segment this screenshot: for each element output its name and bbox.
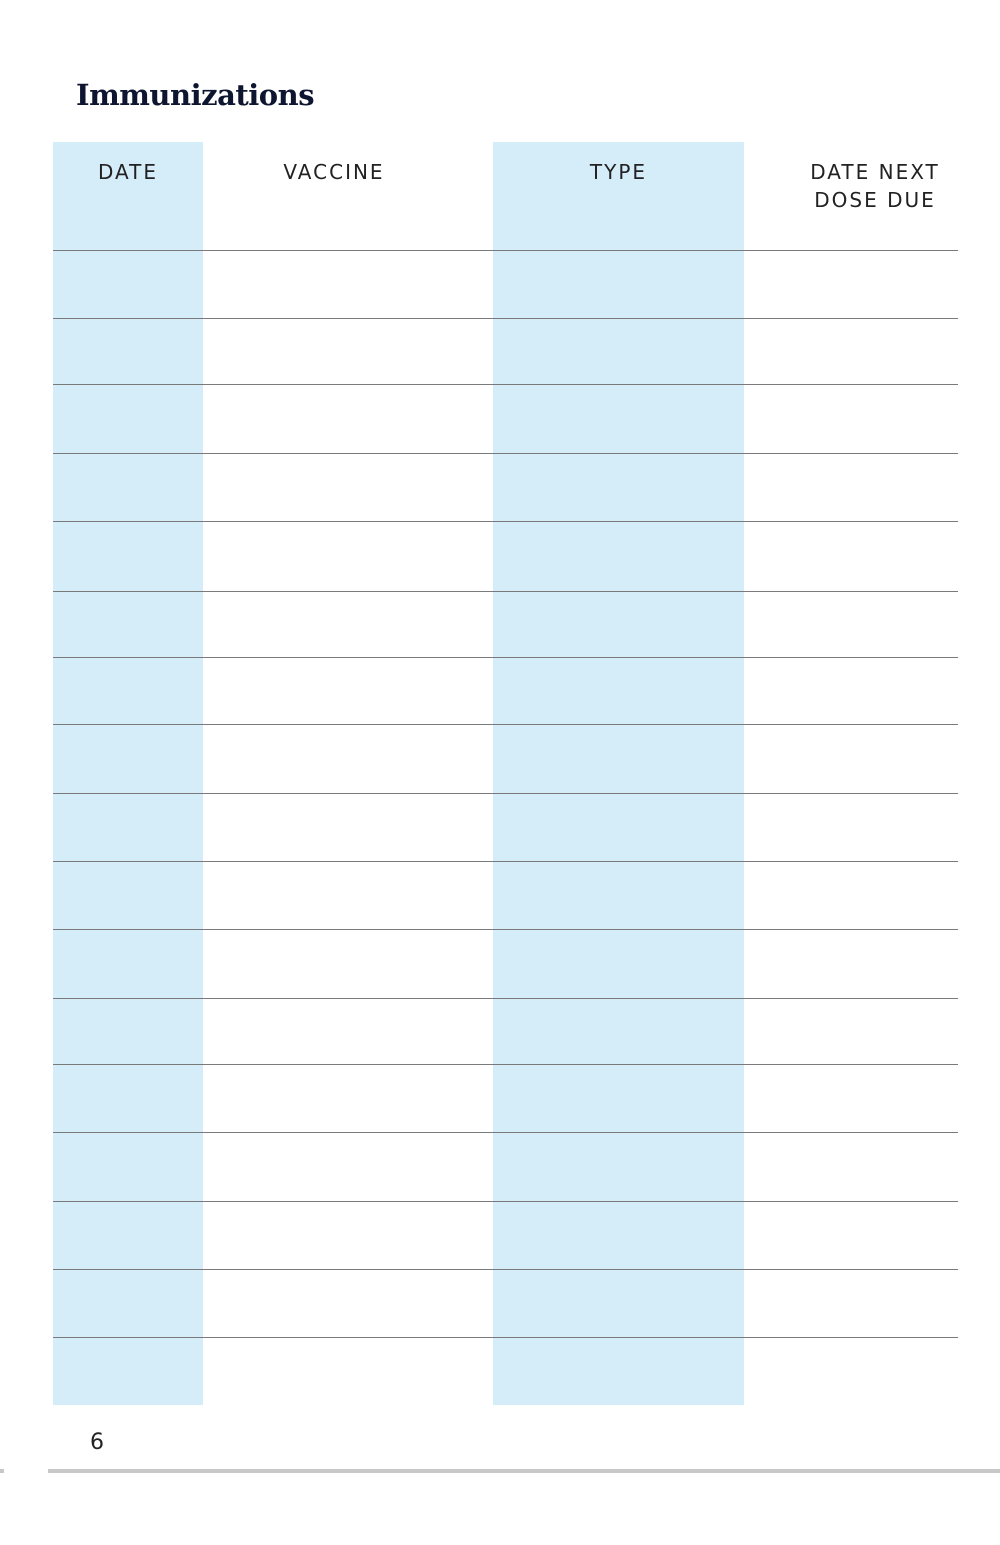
column-header-type: TYPE — [589, 160, 648, 184]
row-divider — [53, 250, 958, 251]
row-divider — [53, 591, 958, 592]
header-line-1: DATE NEXT — [810, 160, 940, 184]
type-column-shading — [493, 142, 744, 1405]
page-title: Immunizations — [76, 78, 315, 112]
column-header-date: DATE — [97, 160, 159, 184]
footer-rule — [48, 1469, 1000, 1473]
row-divider — [53, 1269, 958, 1270]
row-divider — [53, 318, 958, 319]
row-divider — [53, 384, 958, 385]
row-divider — [53, 1064, 958, 1065]
row-divider — [53, 1337, 958, 1338]
column-header-vaccine: VACCINE — [283, 160, 385, 184]
column-header-date-next-dose-due: DATE NEXT DOSE DUE — [790, 158, 960, 214]
row-divider — [53, 861, 958, 862]
footer-tick — [0, 1469, 4, 1473]
row-divider — [53, 1201, 958, 1202]
row-divider — [53, 657, 958, 658]
row-divider — [53, 929, 958, 930]
header-line-2: DOSE DUE — [814, 188, 936, 212]
row-divider — [53, 793, 958, 794]
page-number: 6 — [90, 1430, 104, 1455]
date-column-shading — [53, 142, 203, 1405]
row-divider — [53, 724, 958, 725]
row-divider — [53, 453, 958, 454]
row-divider — [53, 521, 958, 522]
row-divider — [53, 1132, 958, 1133]
row-divider — [53, 998, 958, 999]
